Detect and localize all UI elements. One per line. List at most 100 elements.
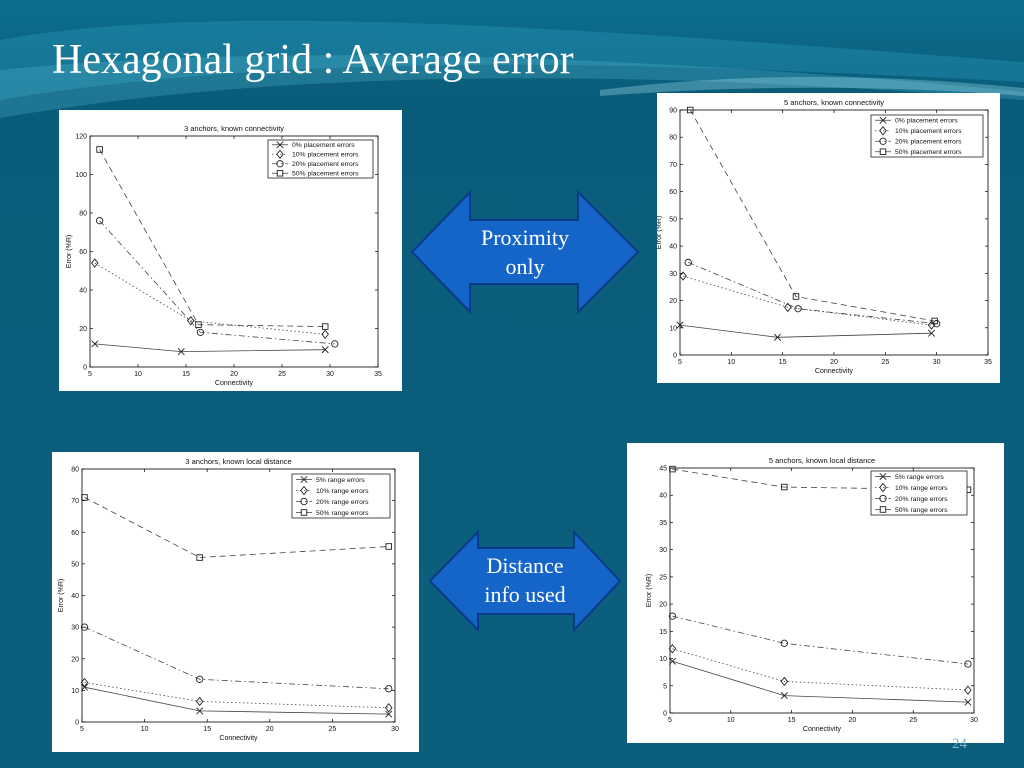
x-tick-label: 15: [182, 371, 190, 378]
series-line: [99, 220, 335, 345]
x-tick-label: 10: [134, 371, 142, 378]
x-tick-label: 20: [830, 359, 838, 366]
series-line: [689, 109, 935, 322]
circle-marker: [331, 340, 339, 348]
x-tick-label: 35: [984, 359, 992, 366]
legend-entry: 0% placement errors: [895, 118, 958, 125]
diamond-marker: [80, 677, 89, 688]
series-0: [668, 657, 972, 706]
series-line: [672, 615, 968, 665]
series-1: [91, 258, 329, 339]
y-tick-label: 45: [659, 466, 667, 473]
legend-entry: 10% range errors: [316, 488, 369, 495]
y-axis-label: Error (%R): [58, 579, 65, 612]
diamond-marker: [321, 329, 329, 339]
chart-3-anchors-local-distance: 3 anchors, known local distance 5 10 15 20 25…: [52, 452, 419, 752]
square-marker: [196, 554, 203, 561]
y-tick-label: 80: [79, 211, 87, 218]
x-marker: [177, 348, 185, 356]
square-marker: [687, 106, 694, 114]
y-tick-label: 10: [71, 688, 79, 695]
legend-entry: 10% placement errors: [292, 152, 359, 159]
y-tick-label: 20: [71, 656, 79, 663]
distance-label-line1: Distance: [486, 553, 564, 578]
legend-entry: 5% range errors: [895, 474, 944, 481]
y-tick-label: 20: [669, 298, 677, 305]
x-marker: [385, 710, 393, 718]
y-tick-label: 10: [659, 656, 667, 663]
series-2: [684, 258, 941, 328]
circle-marker: [879, 494, 887, 503]
legend-entry: 10% range errors: [895, 485, 948, 492]
y-tick-label: 60: [79, 249, 87, 256]
y-tick-label: 120: [75, 134, 87, 141]
x-marker: [964, 698, 972, 706]
x-marker: [80, 683, 89, 691]
series-3: [687, 106, 938, 325]
series-line: [672, 648, 968, 691]
chart-5-anchors-local-distance-svg: 5 anchors, known local distance 5 10 15 20 25…: [646, 456, 978, 733]
y-tick-label: 20: [79, 326, 87, 333]
x-marker: [774, 333, 782, 341]
y-axis-label: Error (%R): [657, 216, 663, 249]
square-marker: [669, 465, 676, 473]
page-number: 24: [952, 736, 967, 752]
x-tick-label: 35: [374, 371, 382, 378]
square-marker: [195, 321, 202, 328]
legend-entry: 5% range errors: [316, 477, 365, 484]
x-tick-label: 25: [881, 359, 889, 366]
x-marker: [879, 116, 887, 124]
diamond-marker: [91, 258, 99, 268]
diamond-marker: [679, 271, 687, 281]
x-axis-label: Connectivity: [219, 735, 258, 742]
y-tick-label: 20: [659, 602, 667, 609]
x-tick-label: 5: [80, 726, 84, 733]
chart-3-anchors-local-distance-svg: 3 anchors, known local distance 5 10 15 20 25…: [58, 457, 399, 742]
legend-entry: 20% range errors: [895, 496, 948, 503]
diamond-marker: [276, 149, 284, 159]
circle-marker: [964, 660, 972, 668]
chart-title: 5 anchors, known connectivity: [784, 98, 884, 107]
x-marker: [276, 141, 284, 149]
diamond-marker: [879, 482, 887, 493]
y-tick-label: 25: [659, 574, 667, 581]
x-axis-label: Connectivity: [815, 368, 854, 375]
square-marker: [781, 483, 788, 491]
chart-3-anchors-connectivity-svg: 3 anchors, known connectivity 5 10 15 20 25 30…: [66, 124, 382, 387]
circle-marker: [794, 305, 802, 313]
legend-entry: 50% range errors: [316, 510, 369, 517]
y-tick-label: 10: [669, 325, 677, 332]
diamond-marker: [784, 302, 792, 313]
chart-3-anchors-connectivity: 3 anchors, known connectivity 5 10 15 20 25 30…: [59, 110, 402, 391]
circle-marker: [780, 639, 788, 647]
proximity-label-line2: only: [505, 254, 545, 279]
y-tick-label: 0: [83, 365, 87, 372]
legend: 0% placement errors 10% placement errors 2…: [870, 114, 984, 158]
series-2: [668, 612, 972, 668]
x-tick-label: 5: [678, 359, 682, 366]
plot-area: [669, 467, 975, 714]
chart-title: 3 anchors, known local distance: [185, 457, 291, 466]
x-tick-label: 15: [203, 726, 211, 733]
square-marker: [385, 543, 392, 550]
y-tick-label: 40: [659, 493, 667, 500]
y-tick-label: 30: [669, 271, 677, 278]
x-tick-label: 15: [779, 359, 787, 366]
square-marker: [879, 148, 887, 156]
series-3: [81, 494, 392, 561]
series-1: [679, 271, 936, 330]
circle-marker: [95, 217, 104, 225]
series-line: [682, 275, 932, 326]
x-marker: [668, 657, 676, 665]
y-tick-label: 0: [663, 711, 667, 718]
x-tick-label: 20: [849, 717, 857, 724]
y-tick-label: 80: [71, 467, 79, 474]
x-tick-label: 30: [970, 717, 978, 724]
legend-entry: 50% range errors: [895, 507, 948, 514]
series-line: [94, 262, 326, 335]
y-tick-label: 60: [669, 189, 677, 196]
chart-title: 5 anchors, known local distance: [769, 456, 875, 465]
series-1: [668, 644, 972, 695]
double-arrow-shape: [428, 530, 622, 632]
x-tick-label: 25: [329, 726, 337, 733]
